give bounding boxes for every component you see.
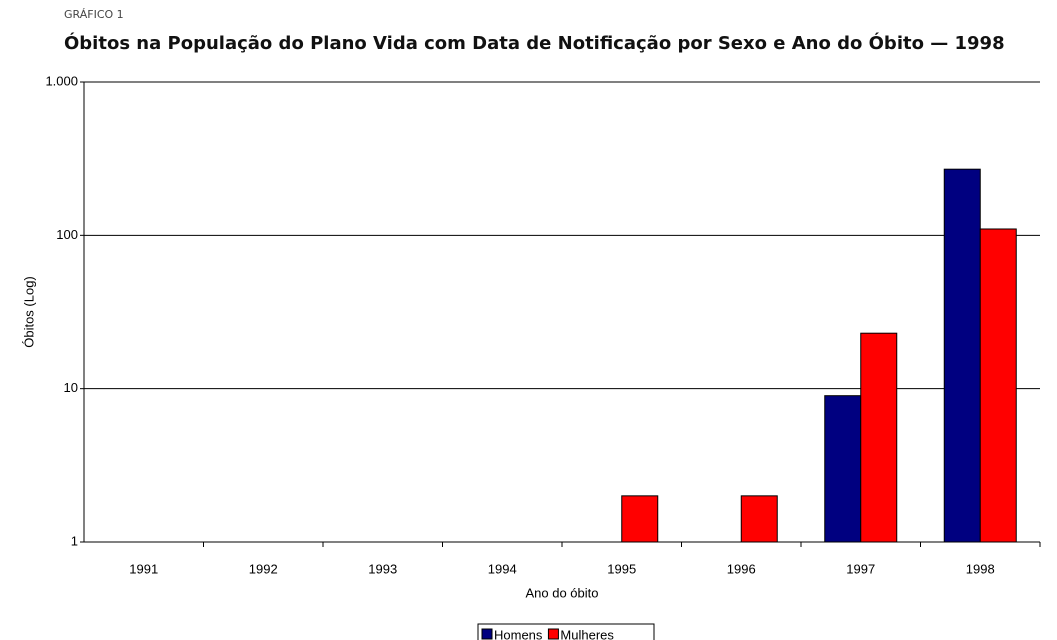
x-tick-label: 1992: [249, 561, 278, 576]
legend-swatch: [481, 628, 493, 640]
bar: [740, 495, 778, 543]
x-tick-label: 1991: [129, 561, 158, 576]
bar: [943, 168, 981, 543]
y-tick-label: 10: [64, 380, 78, 395]
bar: [860, 332, 898, 543]
bar: [979, 228, 1017, 543]
legend-box: [477, 623, 655, 640]
y-axis-title: Óbitos (Log): [21, 276, 36, 348]
bar: [824, 395, 862, 543]
legend-label: Homens: [494, 627, 543, 640]
chart-title: Óbitos na População do Plano Vida com Da…: [64, 32, 1005, 54]
x-axis-title: Ano do óbito: [525, 585, 598, 600]
y-tick-label: 100: [56, 227, 78, 242]
y-tick-label: 1: [71, 533, 78, 548]
x-tick-label: 1995: [607, 561, 636, 576]
bar: [621, 495, 659, 543]
chart-kicker: GRÁFICO 1: [64, 8, 124, 21]
x-tick-label: 1993: [368, 561, 397, 576]
x-tick-label: 1996: [727, 561, 756, 576]
legend-label: Mulheres: [560, 627, 614, 640]
x-tick-label: 1994: [488, 561, 517, 576]
legend-swatch: [547, 628, 559, 640]
x-tick-label: 1997: [846, 561, 875, 576]
x-tick-label: 1998: [966, 561, 995, 576]
y-tick-label: 1.000: [45, 73, 78, 88]
